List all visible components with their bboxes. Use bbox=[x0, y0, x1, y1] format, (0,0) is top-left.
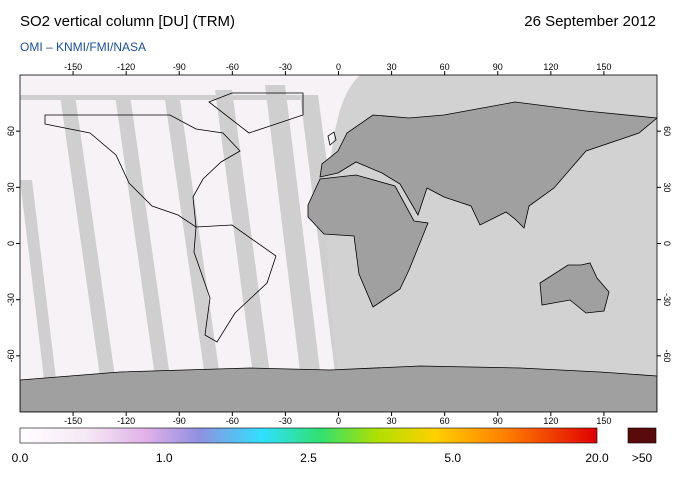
lon-tick-label: -150 bbox=[64, 62, 82, 72]
lat-tick-label: 0 bbox=[662, 241, 672, 246]
lat-tick-label: 0 bbox=[6, 241, 16, 246]
colorbar-overflow bbox=[627, 427, 657, 444]
lat-tick-label: -60 bbox=[6, 349, 16, 362]
source: OMI – KNMI/FMI/NASA bbox=[20, 40, 146, 54]
lon-tick-label: 90 bbox=[493, 416, 503, 426]
lon-tick-label: -120 bbox=[117, 62, 135, 72]
colorbar-label: 5.0 bbox=[444, 451, 461, 465]
lat-tick-label: 60 bbox=[6, 126, 16, 136]
map bbox=[20, 75, 657, 412]
lon-tick-label: 60 bbox=[440, 416, 450, 426]
lat-tick-label: 60 bbox=[662, 126, 672, 136]
lon-tick-label: -30 bbox=[279, 62, 292, 72]
lon-tick-label: 30 bbox=[387, 62, 397, 72]
colorbar bbox=[19, 427, 598, 444]
colorbar-label: 0.0 bbox=[12, 451, 29, 465]
lon-tick-label: 30 bbox=[387, 416, 397, 426]
title: SO2 vertical column [DU] (TRM) bbox=[20, 13, 235, 30]
eurasia bbox=[319, 101, 657, 229]
lon-tick-label: 120 bbox=[543, 416, 558, 426]
lon-tick-label: 120 bbox=[543, 62, 558, 72]
greenland bbox=[208, 92, 304, 134]
date: 26 September 2012 bbox=[524, 13, 656, 30]
british-isles bbox=[327, 131, 337, 146]
lon-tick-label: -150 bbox=[64, 416, 82, 426]
colorbar-label: 2.5 bbox=[300, 451, 317, 465]
south-america bbox=[193, 224, 277, 343]
lon-tick-label: 150 bbox=[596, 416, 611, 426]
lat-tick-label: -30 bbox=[662, 293, 672, 306]
lon-tick-label: -30 bbox=[279, 416, 292, 426]
north-america bbox=[44, 114, 241, 228]
lon-tick-label: 0 bbox=[336, 62, 341, 72]
australia bbox=[539, 262, 610, 314]
lon-tick-label: -120 bbox=[117, 416, 135, 426]
africa bbox=[307, 174, 429, 308]
lon-tick-label: 90 bbox=[493, 62, 503, 72]
lon-tick-label: -60 bbox=[226, 62, 239, 72]
lon-tick-label: -60 bbox=[226, 416, 239, 426]
lon-tick-label: 0 bbox=[336, 416, 341, 426]
lat-tick-label: -30 bbox=[6, 293, 16, 306]
colorbar-label: 20.0 bbox=[585, 451, 609, 465]
lat-tick-label: 30 bbox=[662, 182, 672, 192]
lon-tick-label: -90 bbox=[173, 62, 186, 72]
lon-tick-label: 60 bbox=[440, 62, 450, 72]
antarctica bbox=[20, 365, 657, 412]
colorbar-label: 1.0 bbox=[156, 451, 173, 465]
lat-tick-label: 30 bbox=[6, 182, 16, 192]
lat-tick-label: -60 bbox=[662, 349, 672, 362]
lon-tick-label: 150 bbox=[596, 62, 611, 72]
colorbar-overflow-label: >50 bbox=[632, 451, 653, 465]
lon-tick-label: -90 bbox=[173, 416, 186, 426]
